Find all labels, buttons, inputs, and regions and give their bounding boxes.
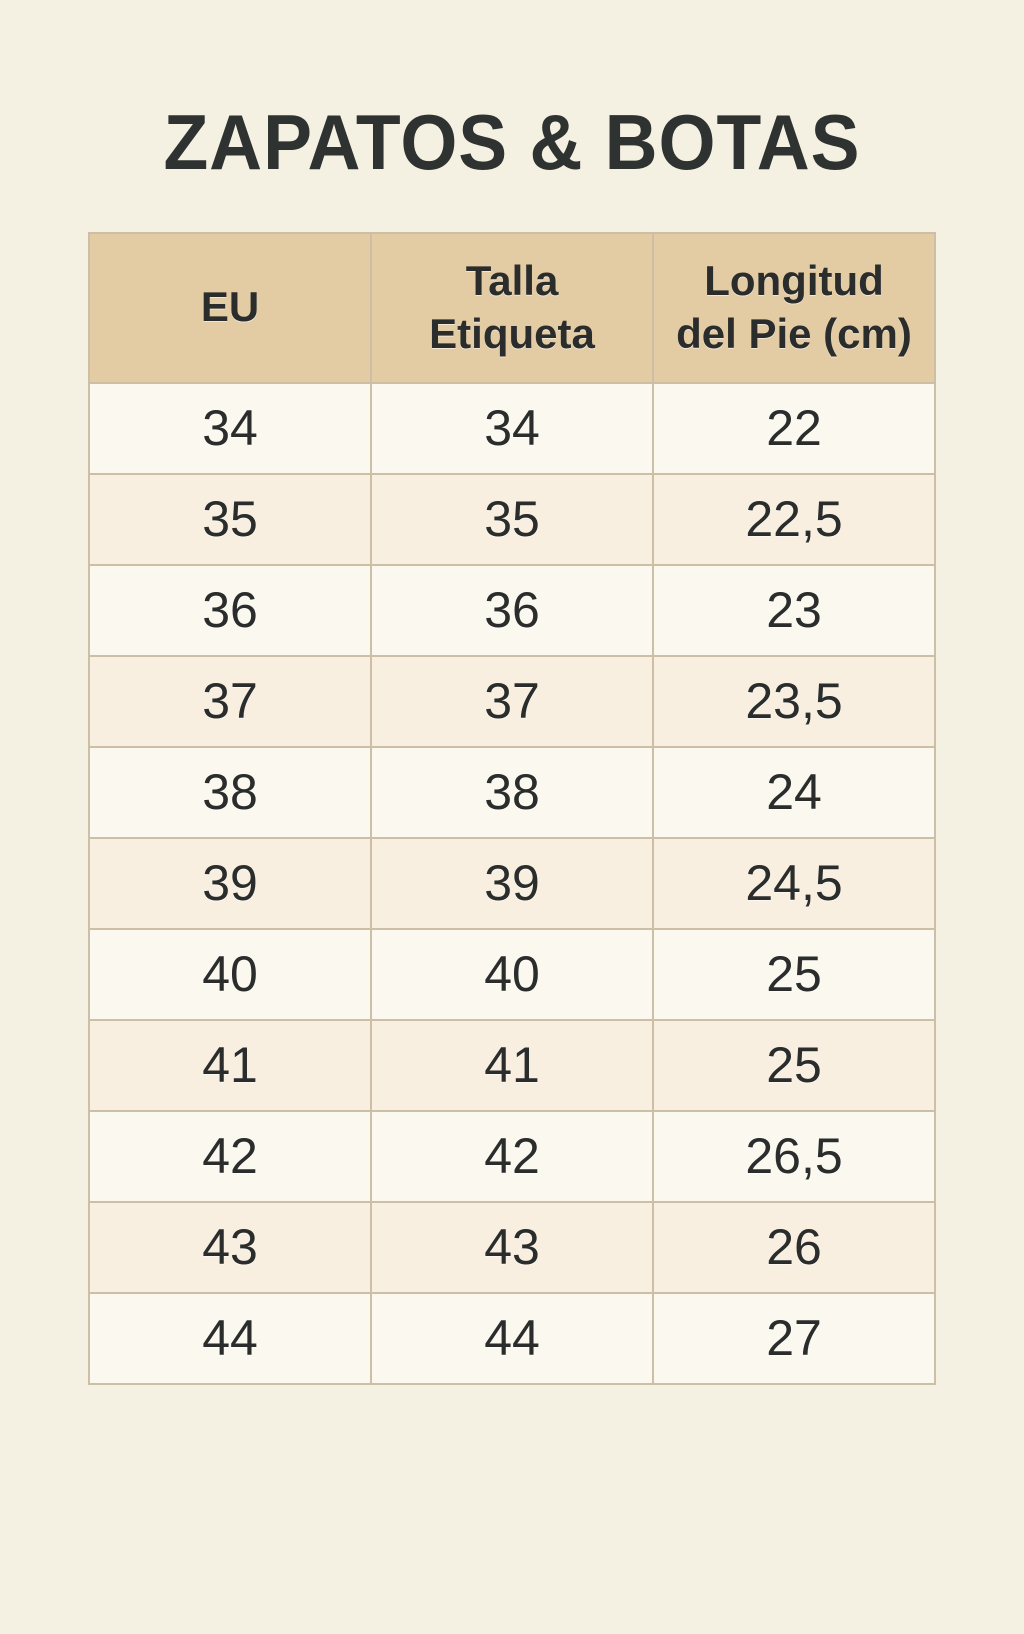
table-row: 38 38 24 [88,745,936,839]
cell-talla-etiqueta: 35 [370,472,654,566]
cell-longitud-del-pie-cm: 25 [652,1018,936,1112]
table-row: 43 43 26 [88,1200,936,1294]
size-chart-table: EU Talla Etiqueta Longitud del Pie (cm) … [88,231,936,1385]
cell-eu: 37 [88,654,372,748]
cell-longitud-del-pie-cm: 26,5 [652,1109,936,1203]
size-chart-page: ZAPATOS & BOTAS EU Talla Etiqueta Longit… [0,98,1024,1385]
cell-talla-etiqueta: 36 [370,563,654,657]
table-row: 42 42 26,5 [88,1109,936,1203]
cell-eu: 34 [88,381,372,475]
cell-longitud-del-pie-cm: 24 [652,745,936,839]
column-header-eu: EU [88,231,372,384]
table-row: 35 35 22,5 [88,472,936,566]
column-header-talla-etiqueta: Talla Etiqueta [370,231,654,384]
cell-longitud-del-pie-cm: 23 [652,563,936,657]
cell-eu: 41 [88,1018,372,1112]
header-row: EU Talla Etiqueta Longitud del Pie (cm) [88,231,936,384]
cell-longitud-del-pie-cm: 26 [652,1200,936,1294]
table-row: 41 41 25 [88,1018,936,1112]
cell-talla-etiqueta: 43 [370,1200,654,1294]
table-body: 34 34 22 35 35 22,5 36 36 23 37 37 23,5 38 38 24 39 39 24… [88,381,936,1385]
cell-eu: 40 [88,927,372,1021]
cell-eu: 35 [88,472,372,566]
column-header-longitud-del-pie-cm: Longitud del Pie (cm) [652,231,936,384]
cell-longitud-del-pie-cm: 22,5 [652,472,936,566]
cell-talla-etiqueta: 34 [370,381,654,475]
cell-talla-etiqueta: 39 [370,836,654,930]
cell-longitud-del-pie-cm: 24,5 [652,836,936,930]
cell-talla-etiqueta: 37 [370,654,654,748]
cell-talla-etiqueta: 41 [370,1018,654,1112]
page-title: ZAPATOS & BOTAS [163,98,861,186]
cell-eu: 39 [88,836,372,930]
cell-eu: 43 [88,1200,372,1294]
cell-eu: 42 [88,1109,372,1203]
cell-longitud-del-pie-cm: 23,5 [652,654,936,748]
cell-longitud-del-pie-cm: 25 [652,927,936,1021]
cell-eu: 36 [88,563,372,657]
table-row: 34 34 22 [88,381,936,475]
cell-eu: 44 [88,1291,372,1385]
table-row: 40 40 25 [88,927,936,1021]
cell-longitud-del-pie-cm: 22 [652,381,936,475]
table-row: 44 44 27 [88,1291,936,1385]
cell-talla-etiqueta: 40 [370,927,654,1021]
cell-talla-etiqueta: 38 [370,745,654,839]
table-row: 37 37 23,5 [88,654,936,748]
table-row: 36 36 23 [88,563,936,657]
cell-longitud-del-pie-cm: 27 [652,1291,936,1385]
cell-talla-etiqueta: 44 [370,1291,654,1385]
cell-eu: 38 [88,745,372,839]
table-row: 39 39 24,5 [88,836,936,930]
table-header: EU Talla Etiqueta Longitud del Pie (cm) [88,231,936,384]
cell-talla-etiqueta: 42 [370,1109,654,1203]
